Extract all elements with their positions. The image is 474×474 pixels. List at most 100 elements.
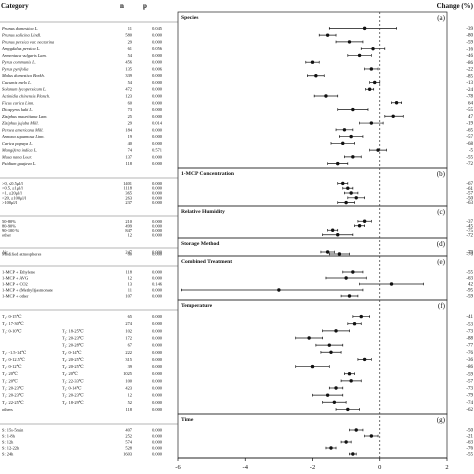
change-value: -74 (466, 401, 473, 406)
p-value: 0.000 (152, 191, 163, 196)
panel-title: Combined Treatment (181, 259, 232, 265)
row-label-secondary: T₂: 0-14℃ (62, 386, 82, 391)
change-value: -55 (466, 453, 473, 458)
n-value: 365 (125, 191, 132, 196)
change-value: -61 (466, 187, 473, 192)
change-value: -37 (466, 220, 473, 225)
panel-letter: (f) (438, 302, 446, 310)
change-value: -86 (466, 61, 473, 66)
point-estimate (310, 60, 315, 64)
p-value: 0.000 (152, 393, 163, 398)
point-estimate (369, 434, 374, 438)
row-label: Annona squamosa Linn. (1, 134, 45, 139)
n-value: 172 (125, 336, 132, 341)
p-value: 0.000 (152, 400, 163, 405)
n-value: 315 (125, 357, 132, 362)
row-label: >20, ≤100μl/l (2, 195, 27, 201)
p-value: 0.000 (152, 141, 163, 146)
p-value: 0.000 (152, 107, 163, 112)
row-label-secondary: T₂: 20-28℃ (62, 343, 84, 348)
p-value: 0.000 (152, 228, 163, 233)
row-label-secondary: T₂: 18-25℃ (62, 328, 84, 333)
p-value: 0.000 (152, 223, 163, 228)
n-value: 118 (126, 161, 133, 166)
row-label-secondary: T₂: 20℃ (62, 371, 78, 376)
p-value: 0.000 (152, 114, 163, 119)
change-value: 64 (468, 101, 474, 106)
change-value: -57 (466, 135, 473, 140)
n-value: 472 (125, 87, 132, 92)
x-tick-label: 2 (445, 464, 448, 471)
p-value: 0.000 (152, 336, 163, 341)
n-value: 54 (128, 53, 133, 58)
point-estimate (347, 294, 352, 298)
n-value: 11 (128, 288, 132, 293)
point-estimate (351, 270, 355, 274)
row-label-secondary: T₂: 22-33℃ (62, 378, 84, 383)
n-value: 54 (128, 80, 133, 85)
p-value: 0.000 (152, 73, 163, 78)
point-estimate (357, 53, 362, 58)
point-estimate (349, 379, 353, 383)
row-label: Diospyros kaki L. (1, 107, 33, 112)
change-value: -78 (466, 95, 473, 100)
point-estimate (394, 101, 399, 105)
p-value: 0.000 (152, 195, 163, 200)
change-value: -72 (466, 233, 473, 238)
p-value: 0.000 (152, 232, 163, 237)
row-label: Pyrus pyrifolia (1, 66, 29, 71)
n-value: 210 (125, 219, 132, 224)
point-estimate (351, 452, 355, 456)
p-value: 0.000 (152, 428, 163, 433)
change-value: -73 (466, 387, 473, 392)
row-label: other (2, 232, 12, 237)
point-estimate (277, 288, 281, 292)
p-value: 0.000 (152, 386, 163, 391)
change-value: -63 (466, 277, 473, 282)
n-value: 574 (125, 440, 132, 445)
row-label: 80-90% (2, 223, 16, 228)
p-value: 0.000 (152, 434, 163, 439)
row-label: Armeniaca vulgaris Lam. (1, 53, 47, 58)
point-estimate (389, 282, 394, 286)
p-value: 0.000 (152, 364, 163, 369)
row-label: >100μl/l (2, 200, 18, 205)
plot-area: Species (a) Prunus domestica L. 11 0.045 -39 P… (0, 11, 474, 471)
n-value: 80 (128, 252, 133, 257)
n-value: 222 (125, 350, 132, 355)
change-value: -13 (466, 81, 473, 86)
change-value: -88 (466, 337, 473, 342)
change-value: -36 (466, 358, 473, 363)
panel-title: 1-MCP Concentration (181, 171, 235, 177)
row-label: Cucumis melo L. (2, 80, 32, 85)
point-estimate (344, 276, 348, 280)
n-value: 100 (125, 378, 132, 383)
point-estimate (330, 228, 335, 232)
p-value: 0.000 (152, 219, 163, 224)
n-value: 102 (125, 328, 132, 333)
n-value: 52 (128, 400, 132, 405)
row-label-secondary: T₂: 20-25℃ (62, 364, 84, 369)
p-value: 0.000 (152, 100, 163, 105)
change-value: -77 (466, 344, 473, 349)
p-value: 0.000 (152, 328, 163, 333)
point-estimate (371, 46, 375, 51)
row-label: others (2, 407, 13, 412)
row-label: >0, ≤0.5μl/l (2, 181, 24, 187)
p-value: 0.000 (152, 39, 163, 44)
change-value: -39 (466, 27, 473, 32)
n-value: 107 (125, 294, 132, 299)
point-estimate (336, 161, 340, 166)
point-estimate (354, 428, 358, 432)
row-label-secondary: T₂: 20-23℃ (62, 393, 84, 398)
n-value: 407 (125, 428, 132, 433)
change-value: -73 (466, 329, 473, 334)
point-estimate (362, 357, 367, 362)
change-value: -63 (466, 441, 473, 446)
change-value: -76 (466, 447, 473, 452)
p-value: 0.000 (152, 60, 163, 65)
change-value: -63 (466, 201, 473, 206)
point-estimate (342, 128, 347, 132)
row-label: T₁: 20℃ (2, 378, 18, 383)
change-value: -41 (466, 315, 473, 320)
